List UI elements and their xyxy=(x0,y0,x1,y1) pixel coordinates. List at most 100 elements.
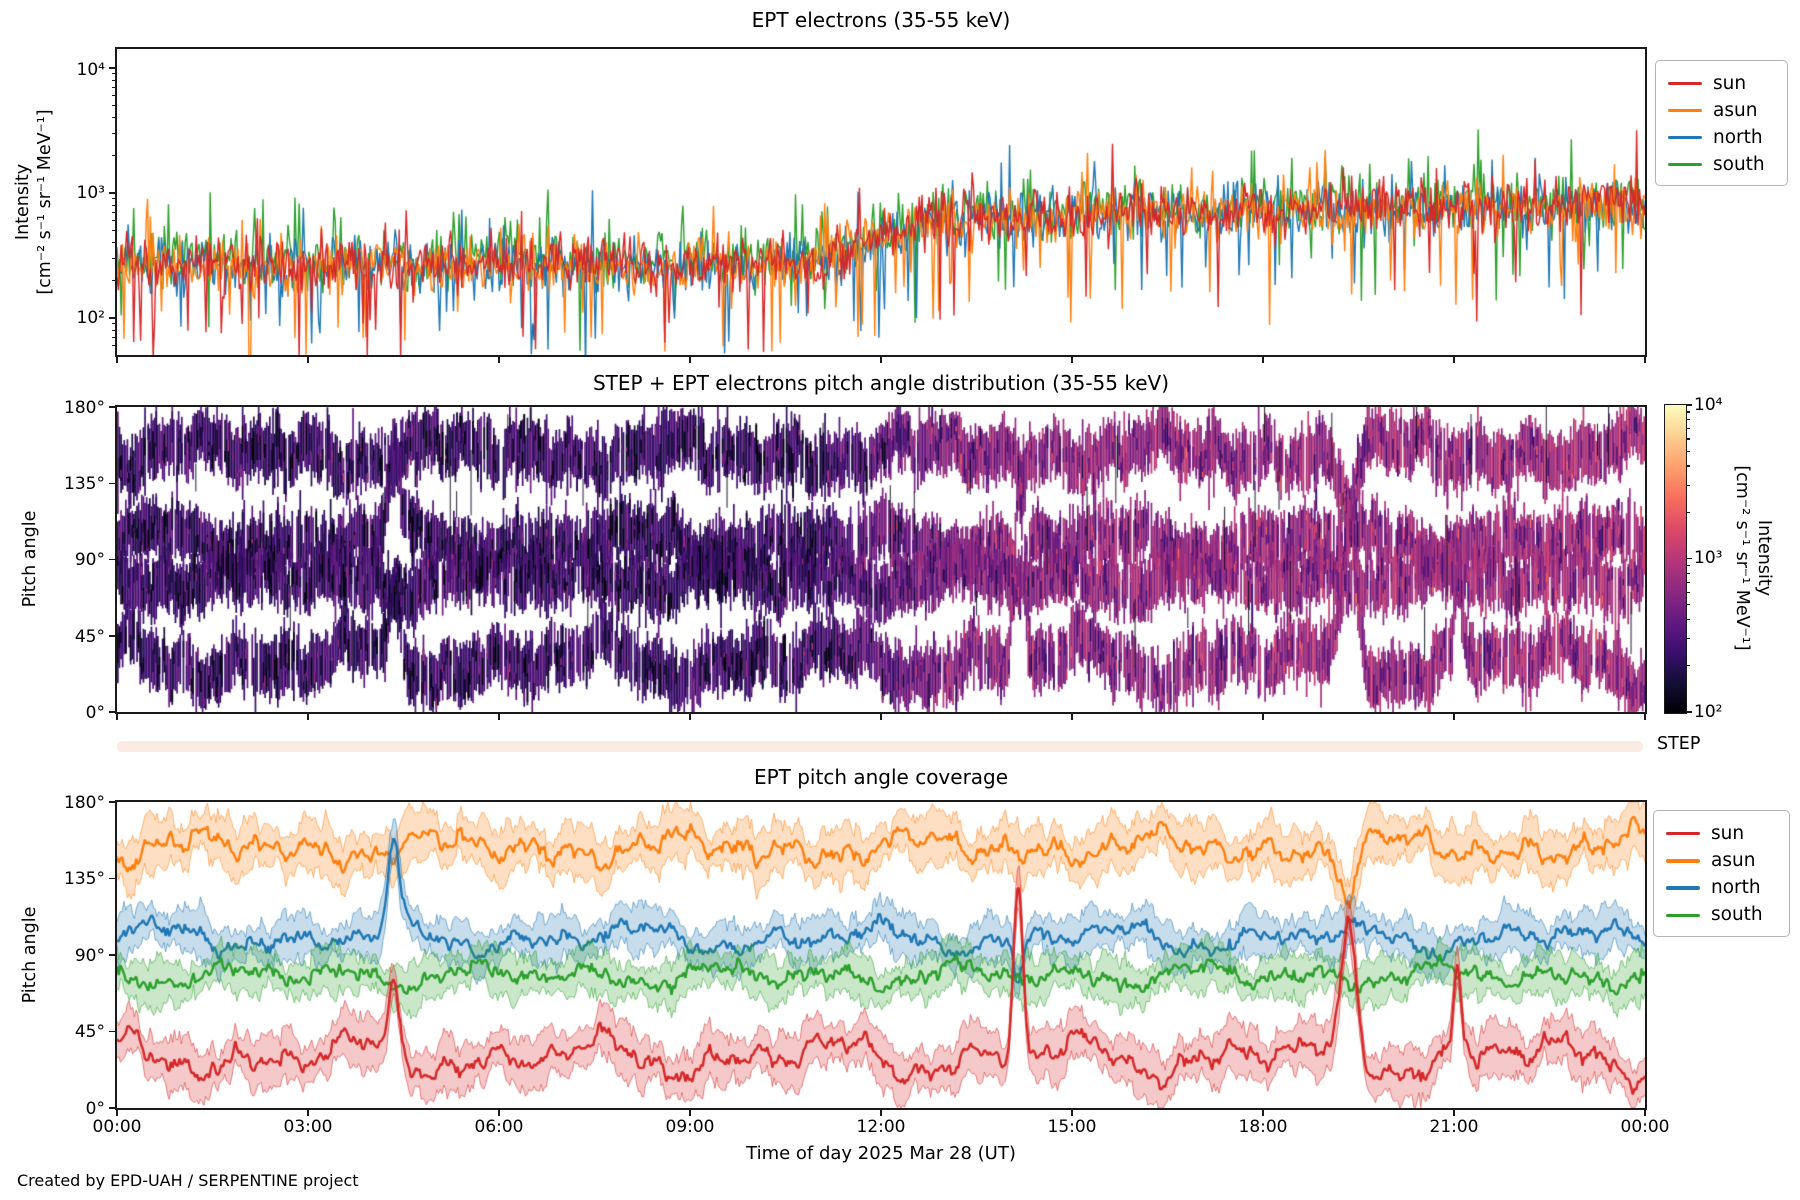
panel3-ytick-180: 180° xyxy=(64,793,105,813)
tick-mark xyxy=(112,257,115,259)
tick-mark xyxy=(112,230,115,232)
tick-mark xyxy=(112,279,115,281)
tick-mark xyxy=(689,1110,691,1116)
tick-mark xyxy=(498,1110,500,1116)
tick-mark xyxy=(1262,357,1264,363)
legend-row-south: south xyxy=(1668,151,1775,178)
tick-mark xyxy=(112,336,115,338)
colorbar-label-line1: Intensity xyxy=(1754,519,1774,597)
colorbar-label: Intensity [cm⁻² s⁻¹ sr⁻¹ MeV⁻¹] xyxy=(1731,408,1775,708)
sun-line-swatch xyxy=(1666,831,1700,836)
legend-row-south: south xyxy=(1666,902,1777,929)
tick-mark xyxy=(880,1110,882,1116)
tick-mark xyxy=(112,86,115,88)
panel2-ytick-90: 90° xyxy=(74,550,105,570)
pitch-angle-distribution-heatmap xyxy=(117,407,1645,712)
tick-mark xyxy=(1686,465,1690,467)
tick-mark xyxy=(109,558,115,561)
xtick-1200: 12:00 xyxy=(856,1117,906,1137)
panel3-ytick-135: 135° xyxy=(64,869,105,889)
tick-mark xyxy=(498,357,500,363)
tick-mark xyxy=(1686,557,1692,560)
south-line-swatch xyxy=(1666,913,1700,918)
legend-row-sun: sun xyxy=(1668,70,1775,97)
panel2-ytick-0: 0° xyxy=(85,703,105,723)
credit-footer: Created by EPD-UAH / SERPENTINE project xyxy=(17,1171,359,1190)
panel2-title: STEP + EPT electrons pitch angle distrib… xyxy=(592,371,1170,395)
xtick-0300: 03:00 xyxy=(283,1117,333,1137)
tick-mark xyxy=(1686,419,1690,421)
tick-mark xyxy=(112,154,115,156)
legend-row-north: north xyxy=(1666,875,1777,902)
tick-mark xyxy=(880,357,882,363)
legend-label-sun: sun xyxy=(1713,72,1747,94)
tick-mark xyxy=(109,1030,115,1033)
tick-mark xyxy=(1686,618,1690,621)
tick-mark xyxy=(1686,404,1692,406)
step-coverage-band xyxy=(117,741,1643,752)
tick-mark xyxy=(498,714,500,720)
xtick-1800: 18:00 xyxy=(1238,1117,1288,1137)
tick-mark xyxy=(109,711,115,713)
legend-row-asun: asun xyxy=(1666,847,1777,874)
tick-mark xyxy=(112,198,115,200)
panel1-ytick-1e2: 10² xyxy=(76,308,105,328)
panel3-ytick-45: 45° xyxy=(74,1022,105,1042)
panel1-yaxis-label-line2: [cm⁻² s⁻¹ sr⁻¹ MeV⁻¹] xyxy=(35,109,55,295)
tick-mark xyxy=(1644,1110,1646,1116)
tick-mark xyxy=(1686,438,1690,440)
legend-label-asun: asun xyxy=(1711,849,1756,871)
panel1-legend: sun asun north south xyxy=(1655,60,1788,186)
tick-mark xyxy=(112,204,115,206)
tick-mark xyxy=(1453,357,1455,363)
north-line-swatch xyxy=(1666,886,1700,890)
tick-mark xyxy=(112,105,115,107)
panel3-legend: sun asun north south xyxy=(1653,810,1790,937)
tick-mark xyxy=(1686,711,1692,713)
legend-label-north: north xyxy=(1711,877,1761,899)
tick-mark xyxy=(109,954,115,956)
tick-mark xyxy=(109,1107,115,1109)
tick-mark xyxy=(1686,564,1690,567)
tick-mark xyxy=(112,95,115,97)
tick-mark xyxy=(1686,665,1690,667)
tick-mark xyxy=(112,220,115,222)
panel2-yaxis-label: Pitch angle xyxy=(20,510,40,608)
tick-mark xyxy=(109,877,115,880)
xtick-1500: 15:00 xyxy=(1047,1117,1097,1137)
xtick-0900: 09:00 xyxy=(665,1117,715,1137)
tick-mark xyxy=(109,317,115,319)
legend-label-sun: sun xyxy=(1711,822,1745,844)
tick-mark xyxy=(307,714,309,720)
tick-mark xyxy=(1453,714,1455,720)
tick-mark xyxy=(112,117,115,119)
tick-mark xyxy=(116,714,118,720)
south-line-swatch xyxy=(1668,162,1702,167)
panel1-ytick-1e4: 10⁴ xyxy=(76,60,105,80)
ept-pitch-angle-coverage-plot xyxy=(117,802,1645,1108)
colorbar-tick-1e2: 10² xyxy=(1694,702,1723,722)
panel1-ytick-1e3: 10³ xyxy=(76,183,105,203)
asun-line-swatch xyxy=(1668,108,1702,113)
ept-electrons-timeseries-plot xyxy=(117,49,1645,355)
intensity-colorbar xyxy=(1665,405,1686,713)
north-line-swatch xyxy=(1668,135,1702,140)
colorbar-tick-1e4: 10⁴ xyxy=(1694,395,1723,415)
tick-mark xyxy=(112,323,115,325)
legend-label-asun: asun xyxy=(1713,99,1758,121)
panel2-ytick-180: 180° xyxy=(64,398,105,418)
tick-mark xyxy=(112,329,115,331)
xtick-0000a: 00:00 xyxy=(92,1117,142,1137)
tick-mark xyxy=(1686,581,1690,583)
tick-mark xyxy=(109,482,115,484)
tick-mark xyxy=(112,211,115,213)
tick-mark xyxy=(112,79,115,81)
tick-mark xyxy=(1686,604,1690,606)
panel3-title: EPT pitch angle coverage xyxy=(753,765,1009,789)
tick-mark xyxy=(1644,357,1646,363)
legend-label-south: south xyxy=(1713,153,1765,175)
legend-label-north: north xyxy=(1713,126,1763,148)
tick-mark xyxy=(689,714,691,720)
tick-mark xyxy=(1644,714,1646,720)
